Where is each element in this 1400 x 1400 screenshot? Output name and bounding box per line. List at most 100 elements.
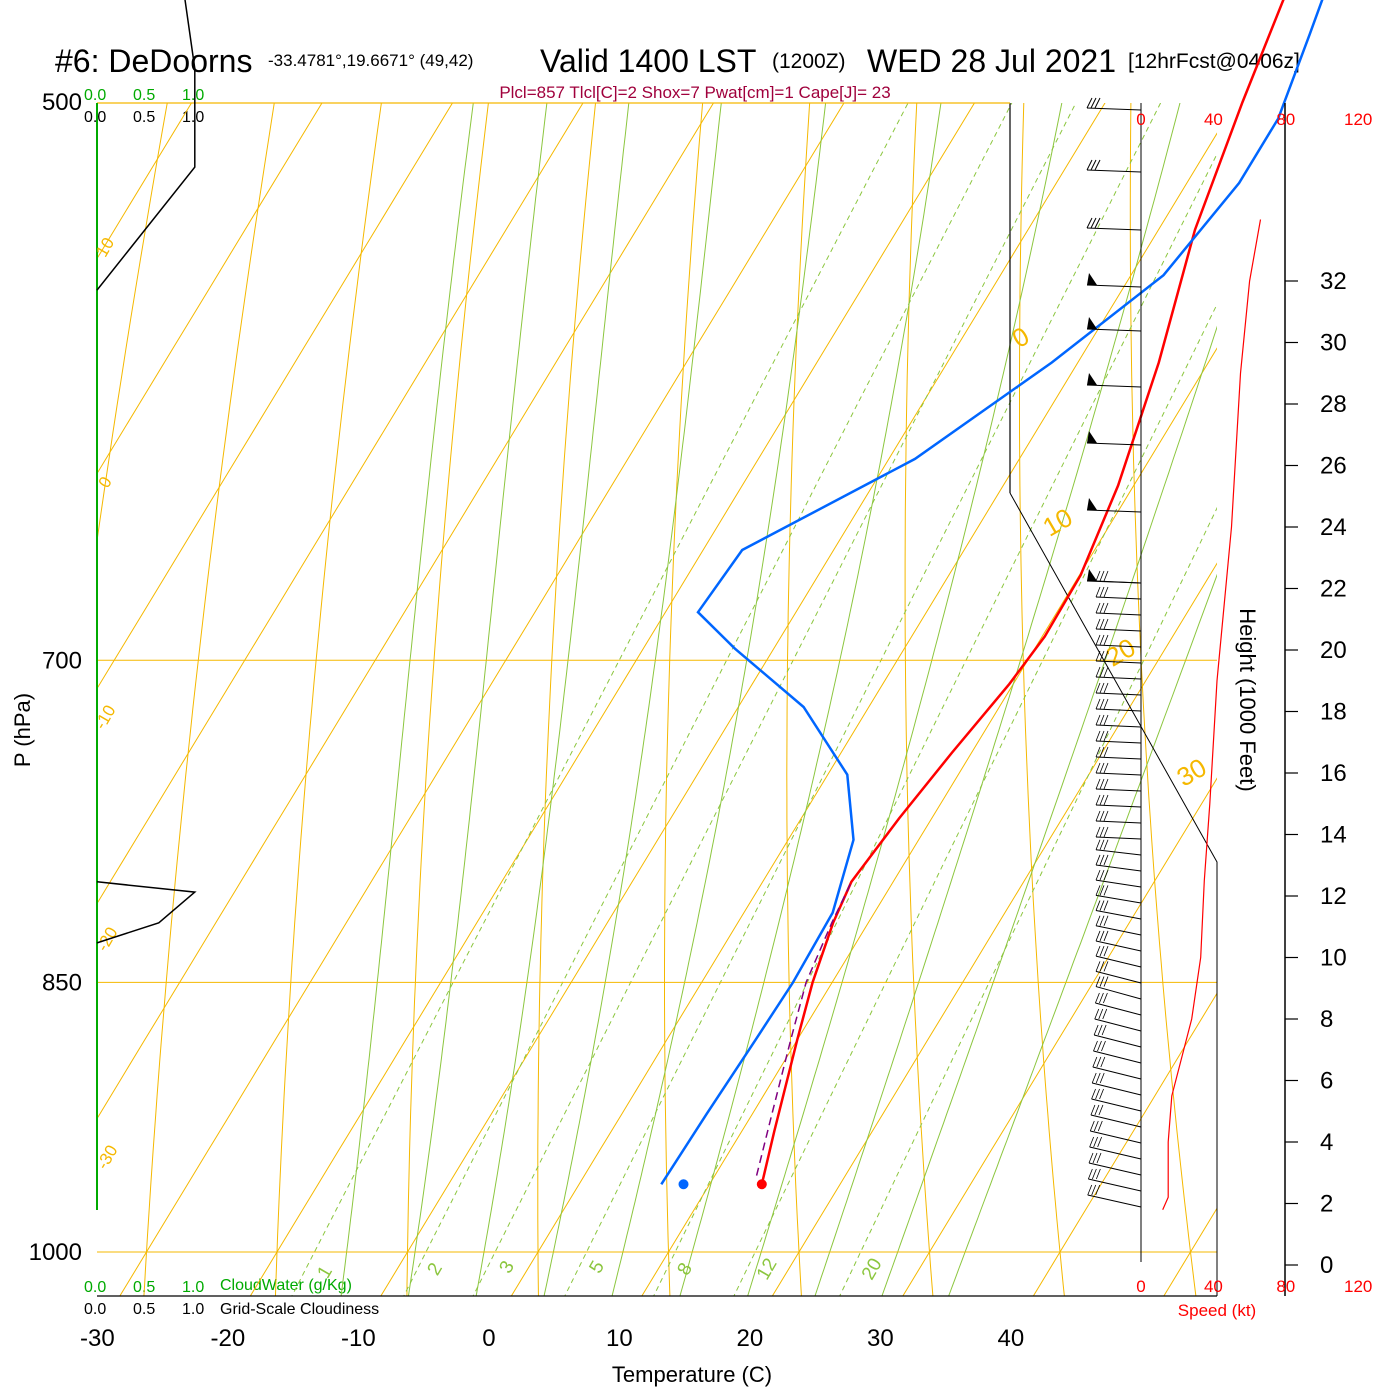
wind-barb-feather bbox=[1095, 839, 1101, 850]
isotherm bbox=[97, 103, 454, 690]
wind-barb-staff bbox=[1095, 925, 1142, 936]
wind-barb-feather bbox=[1086, 97, 1093, 109]
wind-barb-staff bbox=[1087, 1194, 1142, 1208]
wind-barb-feather bbox=[1095, 885, 1101, 896]
wind-barb-feather bbox=[1098, 1104, 1104, 1116]
wind-barb-feather bbox=[1089, 1120, 1095, 1132]
isotherm bbox=[0, 0, 801, 1400]
mixing-ratio-line bbox=[653, 152, 1217, 1296]
wind-barb-staff bbox=[1094, 1018, 1142, 1032]
wind-barb-feather bbox=[1095, 1168, 1101, 1180]
wind-barb-feather bbox=[1103, 682, 1109, 694]
wind-barb-feather bbox=[1103, 602, 1109, 614]
wind-barb-feather bbox=[1095, 746, 1101, 758]
wind-barb-feather bbox=[1086, 159, 1093, 171]
wind-barb-staff bbox=[1095, 644, 1142, 648]
wind-barb-staff bbox=[1095, 1002, 1142, 1016]
height-tick-label: 10 bbox=[1320, 945, 1347, 972]
wind-barb-staff bbox=[1093, 1034, 1142, 1048]
indices-line: Plcl=857 Tlcl[C]=2 Shox=7 Pwat[cm]=1 Cap… bbox=[499, 83, 890, 102]
dry-adiabat-label: 30 bbox=[1171, 752, 1211, 792]
wind-barb-staff bbox=[1092, 1082, 1142, 1096]
valid-time: Valid 1400 LST bbox=[540, 43, 756, 79]
wind-barb-feather bbox=[1091, 1072, 1097, 1084]
wind-barb-feather bbox=[1088, 1152, 1094, 1164]
mixing-ratio-line bbox=[403, 103, 1013, 1296]
height-tick-label: 6 bbox=[1320, 1068, 1333, 1095]
wind-barb-staff bbox=[1095, 740, 1142, 744]
wind-barb-feather bbox=[1095, 714, 1101, 726]
wind-barb-feather bbox=[1099, 714, 1105, 726]
isotherm bbox=[380, 103, 1106, 1296]
wind-barb-feather bbox=[1094, 1008, 1100, 1020]
wind-barb-feather bbox=[1103, 810, 1109, 822]
wind-barb-staff bbox=[1095, 724, 1142, 728]
wind-barb-feather bbox=[1095, 778, 1101, 790]
wind-barb-feather bbox=[1096, 1056, 1102, 1068]
cloud-axis-bottom: 0.0 0.5 1.0 CloudWater (g/Kg) 0.0 0.5 1.… bbox=[84, 1277, 379, 1318]
wind-barb-feather bbox=[1103, 794, 1109, 806]
wind-barb-feather bbox=[1095, 1184, 1101, 1196]
x-axis-label: Temperature (C) bbox=[612, 1362, 772, 1387]
height-tick-label: 22 bbox=[1320, 576, 1347, 603]
wind-barb-staff bbox=[1095, 970, 1142, 984]
wind-barb-feather bbox=[1103, 992, 1108, 1004]
wind-barb-feather bbox=[1099, 698, 1105, 710]
wind-barb-feather bbox=[1095, 961, 1101, 972]
wind-barb-pennant bbox=[1087, 373, 1097, 385]
wind-barb-staff bbox=[1095, 894, 1142, 904]
dry-adiabat bbox=[97, 103, 168, 545]
dry-adiabat bbox=[1342, 0, 1400, 1400]
cloudiness-profile-lower bbox=[96, 881, 197, 944]
height-tick-label: 20 bbox=[1320, 637, 1347, 664]
wind-barb-feather bbox=[1093, 1040, 1098, 1052]
wind-barb-feather bbox=[1099, 810, 1105, 822]
wind-barb-staff bbox=[1095, 940, 1142, 952]
cloudwater-label: CloudWater (g/Kg) bbox=[220, 1277, 352, 1294]
pressure-tick-label: 500 bbox=[42, 89, 82, 116]
wind-barb-feather bbox=[1103, 826, 1109, 838]
moist-adiabat bbox=[881, 325, 1217, 1296]
wind-barb-pennant bbox=[1087, 273, 1097, 285]
wind-barb-feather bbox=[1099, 976, 1105, 987]
wind-barb-feather bbox=[1099, 992, 1104, 1004]
moist-adiabat bbox=[611, 103, 827, 1296]
wind-barb-staff bbox=[1095, 955, 1142, 968]
wind-barb-feather bbox=[1095, 618, 1101, 630]
wind-barb-staff bbox=[1092, 1066, 1142, 1080]
wind-barb-feather bbox=[1099, 762, 1105, 774]
forecast-date: WED 28 Jul 2021 bbox=[867, 43, 1116, 79]
wind-barb-feather bbox=[1093, 1120, 1099, 1132]
dry-adiabat bbox=[274, 103, 382, 1296]
isotherm bbox=[97, 103, 584, 905]
pressure-tick-label: 700 bbox=[42, 647, 82, 674]
wind-barb-feather bbox=[1095, 682, 1101, 694]
forecast-run: [12hrFcst@0406z] bbox=[1128, 50, 1300, 73]
wind-barb-feather bbox=[1091, 1088, 1096, 1100]
cloud-top-black-2: 1.0 bbox=[182, 109, 204, 126]
moist-adiabat bbox=[407, 103, 548, 1296]
speed-label: Speed (kt) bbox=[1178, 1301, 1256, 1320]
wind-barb-feather bbox=[1099, 634, 1105, 646]
wind-barb-feather bbox=[1099, 1072, 1105, 1084]
isotherm bbox=[0, 0, 540, 1400]
plot-frame bbox=[97, 102, 1218, 1297]
wind-barb-staff bbox=[1095, 596, 1142, 600]
cloud-bot-green-0: 0.0 bbox=[84, 1279, 106, 1296]
temperature-tick-label: -10 bbox=[341, 1325, 376, 1352]
isotherm bbox=[0, 0, 409, 1400]
pressure-ticks: 2503004005007008501000 bbox=[29, 89, 82, 1266]
wind-barb-feather bbox=[1092, 1056, 1098, 1068]
wind-barb-feather bbox=[1103, 746, 1109, 758]
wind-barb-feather bbox=[1099, 778, 1105, 790]
wind-barb-feather bbox=[1103, 915, 1109, 926]
mixing-ratio-line bbox=[839, 506, 1217, 1296]
pressure-tick-label: 1000 bbox=[29, 1239, 82, 1266]
mixing-ratio-label: 20 bbox=[858, 1255, 887, 1284]
temperature-tick-label: 40 bbox=[998, 1325, 1025, 1352]
wind-barb-staff bbox=[1095, 756, 1142, 760]
